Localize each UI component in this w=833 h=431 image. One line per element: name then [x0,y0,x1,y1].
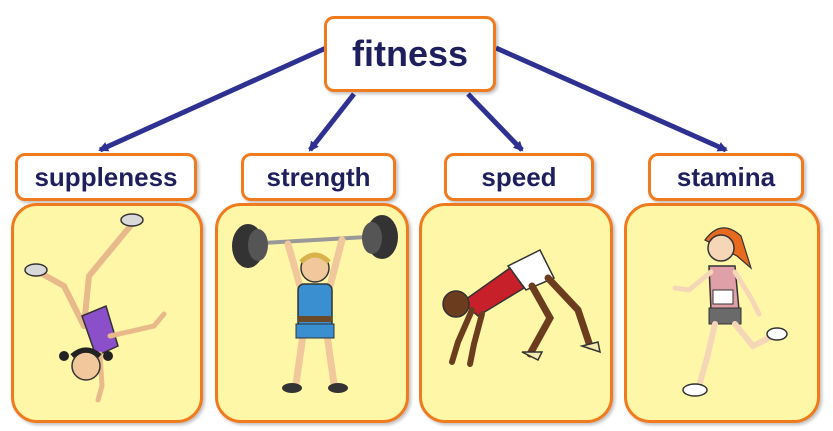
child-node-strength: strength [241,153,396,201]
cartwheel-girl-icon [24,213,167,403]
strength-illustration-panel [215,203,409,423]
child-node-label: speed [481,161,557,192]
arrow-to-stamina [494,45,728,153]
root-node-label: fitness [351,33,469,74]
arrow-to-suppleness [98,45,328,153]
child-node-speed: speed [444,153,594,201]
child-node-stamina: stamina [648,153,804,201]
suppleness-illustration-panel [11,203,203,423]
root-node-fitness: fitness [324,16,496,92]
sprinter-start-icon [442,248,601,367]
runner-woman-icon [672,227,788,397]
child-node-suppleness: suppleness [15,153,197,201]
speed-illustration-panel [419,203,613,423]
arrow-to-speed [466,92,524,152]
child-node-label: stamina [676,161,776,192]
weightlifter-icon [232,215,398,393]
child-node-label: suppleness [34,161,178,192]
stamina-illustration-panel [624,203,820,423]
child-node-label: strength [266,161,371,192]
arrow-to-strength [308,92,356,152]
